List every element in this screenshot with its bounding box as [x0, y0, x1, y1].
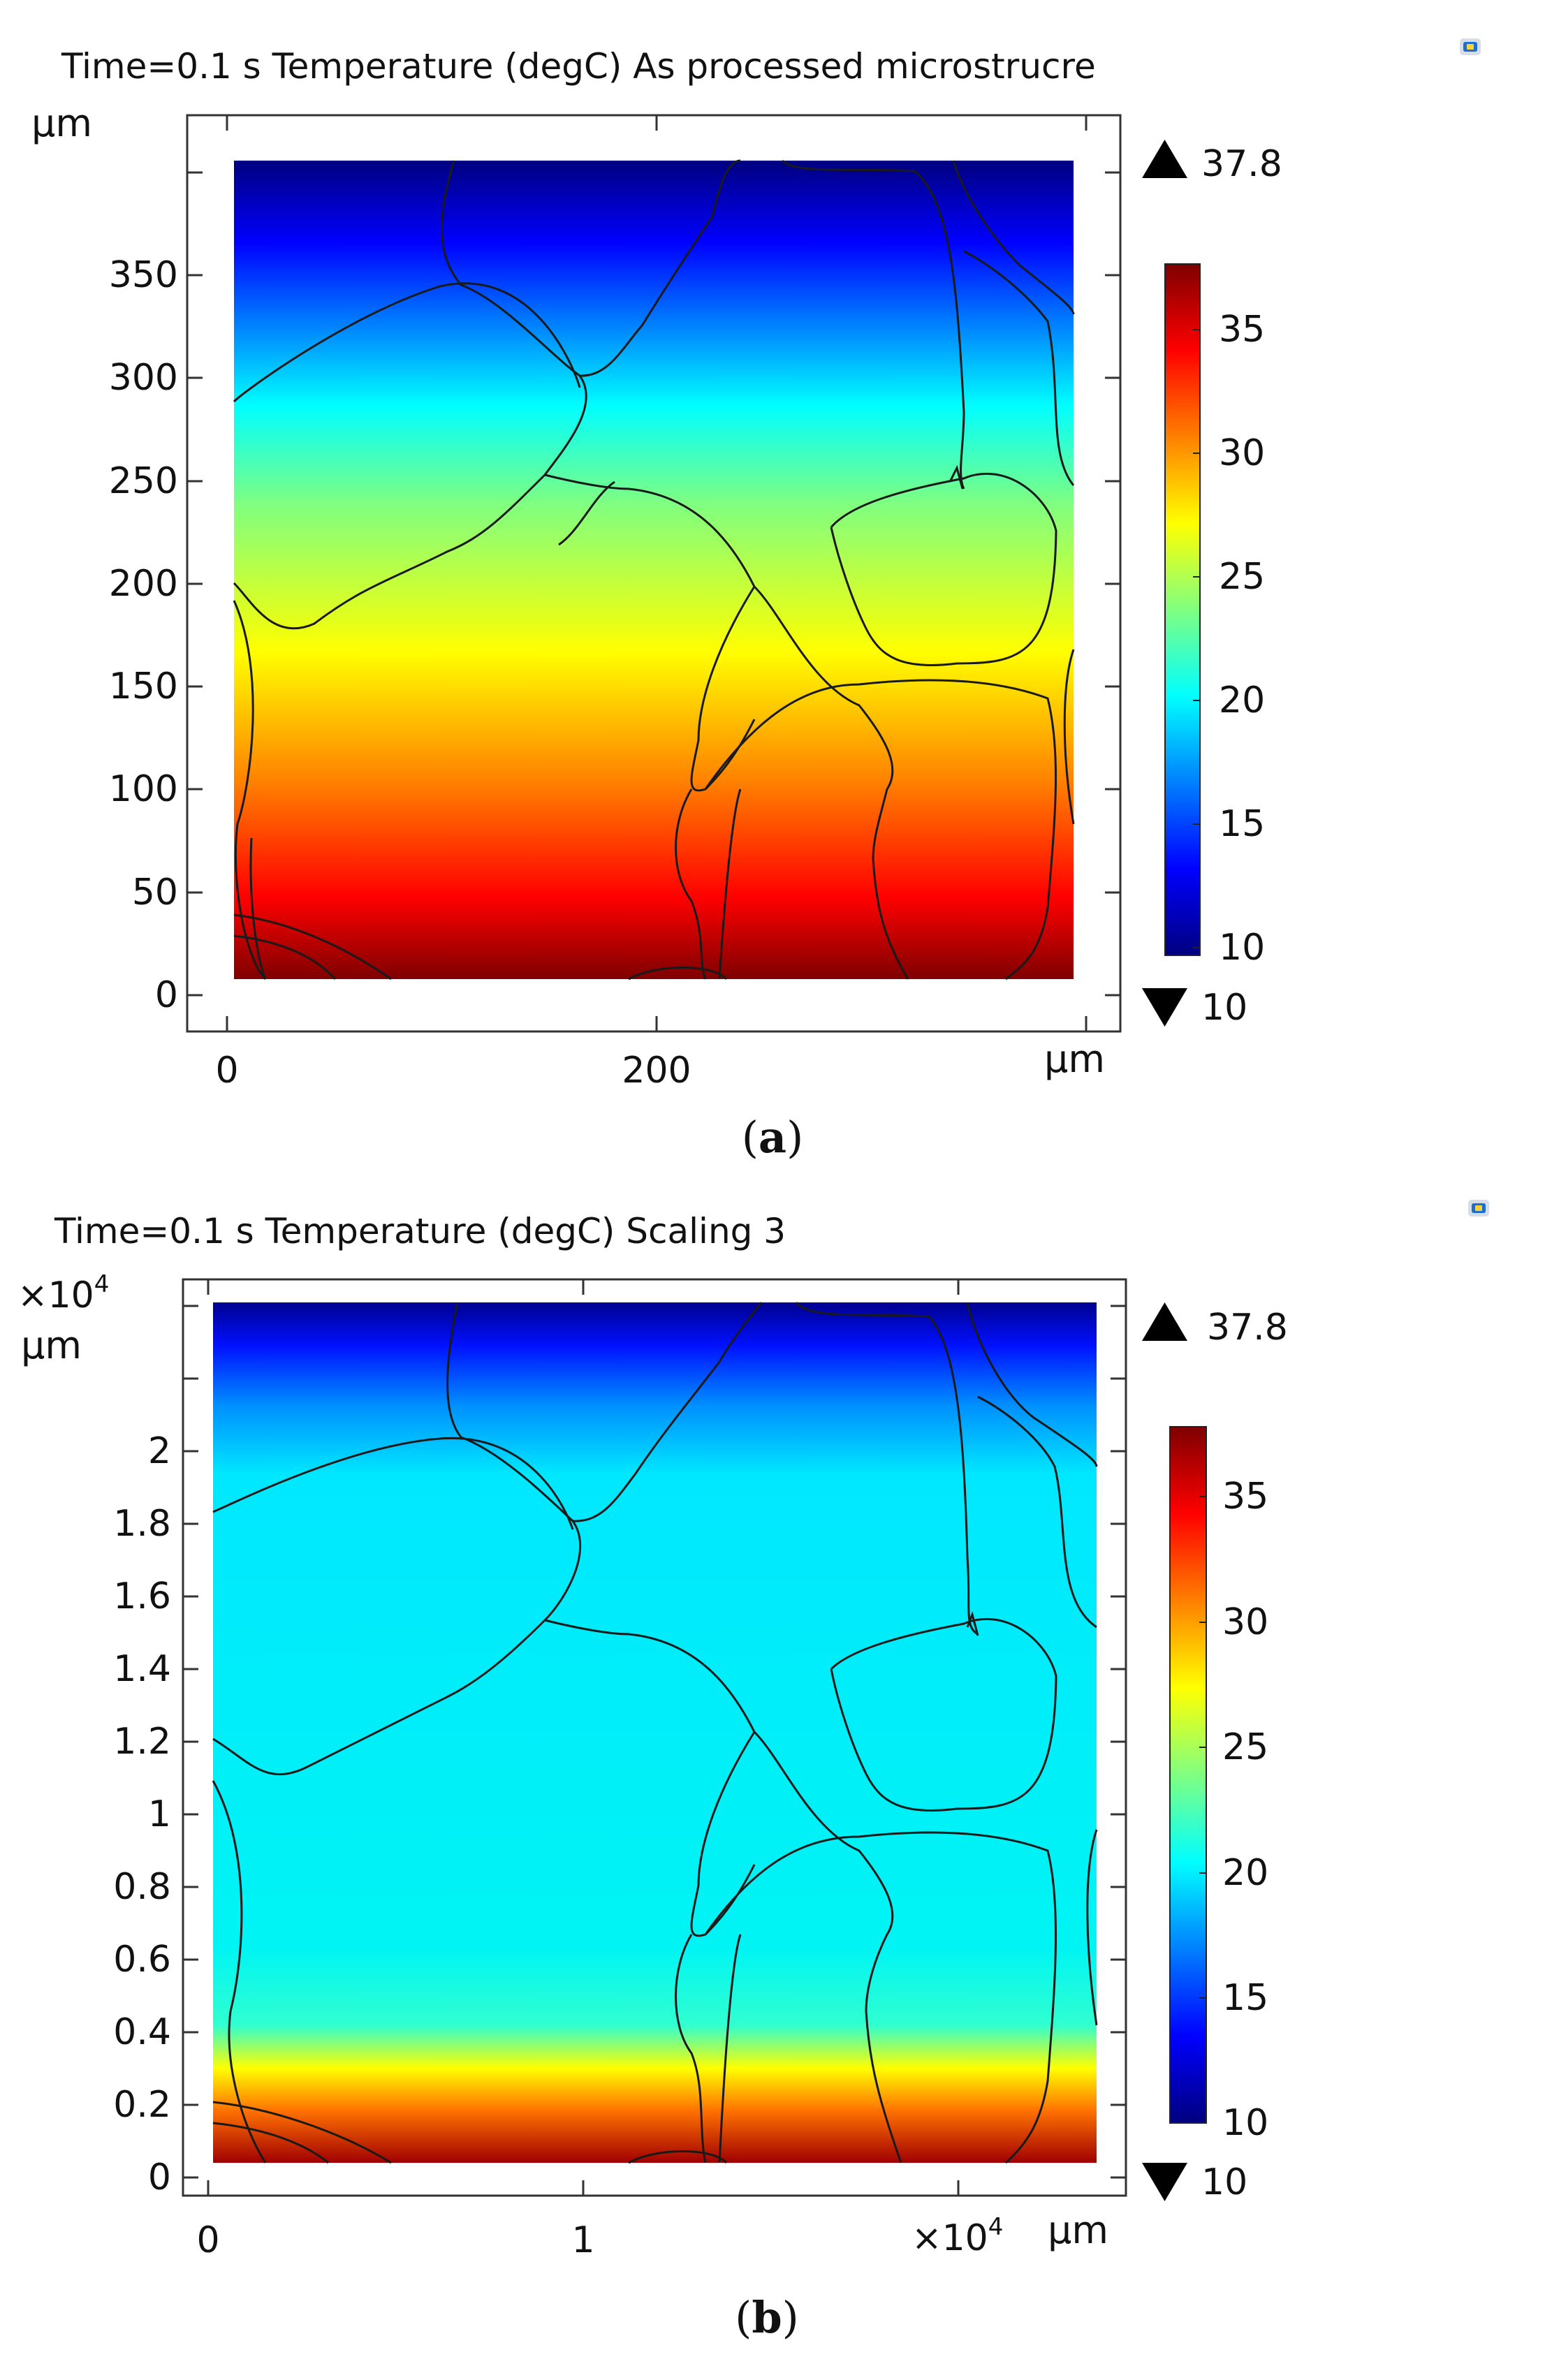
colorbar-max-label: 37.8	[1201, 143, 1282, 185]
y-tick-label: 250	[109, 460, 178, 502]
y-tick-label: 100	[109, 768, 178, 810]
x-tick-label: 0	[215, 1050, 238, 1092]
panel-b-title: Time=0.1 s Temperature (degC) Scaling 3	[54, 1211, 786, 1251]
panel-b-grain-boundaries	[212, 1301, 1098, 2164]
y-tick-label: 0	[148, 2157, 171, 2198]
panel-a: Time=0.1 s Temperature (degC) As process…	[31, 38, 1481, 1163]
y-tick-label: 1.4	[113, 1648, 171, 1690]
y-tick-label: 2	[148, 1430, 171, 1472]
panel-b-y-axis: 0 0.2 0.4 0.6 0.8 1 1.2 1.4 1.6 1.8 2 ×1…	[17, 1270, 1126, 2198]
colorbar-min-label: 10	[1201, 2161, 1247, 2203]
y-tick-label: 0	[155, 974, 178, 1016]
panel-a-colorbar: 37.8 10 15 20 25 30 35 10	[1142, 140, 1282, 1029]
y-tick-label: 350	[109, 254, 178, 296]
panel-a-title: Time=0.1 s Temperature (degC) As process…	[61, 46, 1096, 87]
panel-b-colorbar: 37.8 10 15 20 25 30 35 10	[1142, 1302, 1288, 2203]
panel-a-grain-boundaries	[233, 159, 1075, 980]
x-tick-label: 0	[196, 2219, 219, 2261]
y-exponent-label: ×104	[17, 1270, 109, 1316]
y-tick-label: 0.6	[113, 1939, 171, 1981]
y-unit-label: μm	[31, 101, 92, 145]
panel-b-x-axis: 0 1 ×104 μm	[196, 1279, 1108, 2261]
y-tick-label: 300	[109, 357, 178, 399]
panel-b-temperature-field	[213, 1302, 1097, 2163]
colorbar-tick-label: 25	[1222, 1726, 1268, 1768]
y-tick-label: 1.6	[113, 1575, 171, 1617]
colorbar-tick-label: 10	[1219, 927, 1265, 969]
panel-a-temperature-field	[234, 161, 1074, 979]
y-tick-label: 50	[132, 872, 178, 913]
min-triangle-icon	[1142, 2163, 1187, 2201]
y-tick-label: 1	[148, 1793, 171, 1835]
y-tick-label: 200	[109, 563, 178, 605]
colorbar-tick-label: 30	[1222, 1601, 1268, 1643]
y-tick-label: 1.8	[113, 1503, 171, 1545]
x-exponent-label: ×104	[911, 2213, 1003, 2259]
x-unit-label: μm	[1048, 2208, 1108, 2252]
colorbar-tick-label: 10	[1222, 2102, 1268, 2144]
panel-a-x-axis: 0 200 μm	[215, 115, 1105, 1092]
y-tick-label: 150	[109, 666, 178, 707]
comsol-logo-icon	[1460, 38, 1481, 55]
colorbar-min-label: 10	[1201, 987, 1247, 1029]
colorbar-tick-label: 35	[1222, 1476, 1268, 1518]
colorbar-tick-label: 15	[1219, 803, 1265, 845]
x-tick-label: 1	[571, 2219, 594, 2261]
x-unit-label: μm	[1044, 1037, 1105, 1081]
y-unit-label: μm	[21, 1323, 82, 1367]
colorbar-tick-label: 25	[1219, 556, 1265, 598]
panel-b: Time=0.1 s Temperature (degC) Scaling 3	[17, 1200, 1489, 2343]
y-tick-label: 0.2	[113, 2084, 171, 2126]
panel-a-y-axis: 0 50 100 150 200 250 300 350 μm	[31, 101, 1120, 1016]
y-tick-label: 0.4	[113, 2011, 171, 2053]
colorbar-max-label: 37.8	[1207, 1307, 1288, 1349]
colorbar-tick-label: 20	[1222, 1852, 1268, 1894]
max-triangle-icon	[1142, 1302, 1187, 1341]
panel-b-caption: (b)	[735, 2292, 799, 2343]
min-triangle-icon	[1142, 988, 1187, 1027]
panel-a-axes-frame	[186, 114, 1122, 1033]
y-tick-label: 0.8	[113, 1866, 171, 1908]
panel-a-caption: (a)	[742, 1112, 804, 1163]
colorbar-tick-label: 35	[1219, 309, 1265, 351]
max-triangle-icon	[1142, 140, 1187, 178]
colorbar-gradient	[1169, 1426, 1207, 2124]
x-tick-label: 200	[622, 1050, 691, 1092]
panel-b-axes-frame	[182, 1278, 1127, 2197]
colorbar-gradient	[1164, 263, 1201, 956]
colorbar-tick-label: 30	[1219, 432, 1265, 474]
colorbar-tick-label: 20	[1219, 680, 1265, 721]
y-tick-label: 1.2	[113, 1721, 171, 1763]
colorbar-tick-label: 15	[1222, 1977, 1268, 2019]
comsol-logo-icon	[1468, 1200, 1489, 1217]
